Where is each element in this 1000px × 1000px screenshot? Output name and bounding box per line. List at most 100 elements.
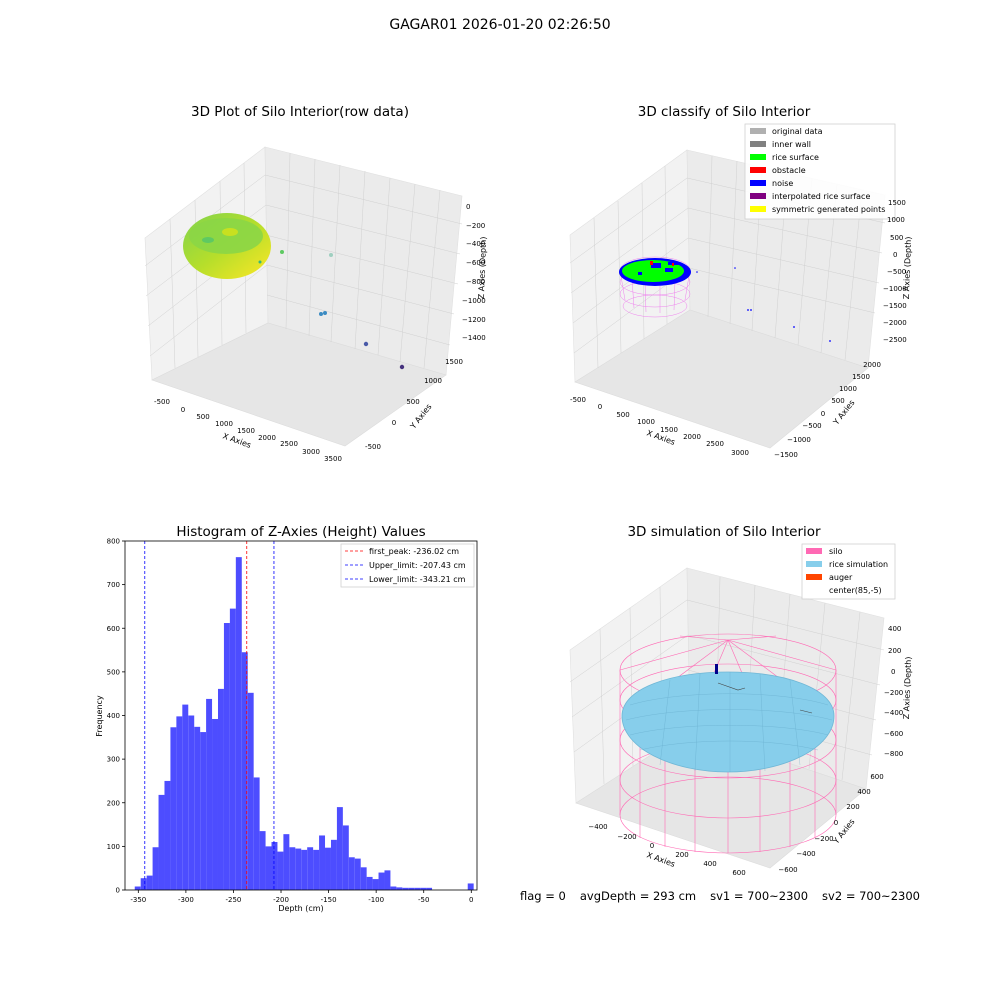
panel-histogram: Histogram of Z-Axies (Height) Values -35… xyxy=(95,524,478,913)
legend-label: Upper_limit: -207.43 cm xyxy=(369,561,466,570)
legend-swatch xyxy=(806,561,822,567)
panel2-ztick: −1500 xyxy=(883,302,907,310)
panel2-ytick: −500 xyxy=(802,422,821,430)
panel2-ztick: −2500 xyxy=(883,336,907,344)
panel4-ytick: −600 xyxy=(778,866,797,874)
panel1-xtick: -500 xyxy=(154,398,170,406)
legend-label: original data xyxy=(772,127,823,136)
panel2-ytick: 1000 xyxy=(839,385,857,393)
panel1-ztick: −800 xyxy=(466,278,485,286)
panel4-ztick: −600 xyxy=(884,730,903,738)
panel1-xtick: 3500 xyxy=(324,455,342,463)
legend-label: obstacle xyxy=(772,166,806,175)
histogram-bar xyxy=(414,887,421,890)
histogram-bar xyxy=(212,718,218,890)
panel2-ytick: 2000 xyxy=(863,361,881,369)
panel4-ytick: −200 xyxy=(814,835,833,843)
panel1-ztick: −200 xyxy=(466,222,485,230)
histogram-bar xyxy=(313,849,320,890)
panel2-ztick: 500 xyxy=(890,234,903,242)
legend-label: rice simulation xyxy=(829,560,888,569)
panel1-xtick: 1500 xyxy=(237,427,255,435)
panel1-ytick: 0 xyxy=(392,419,396,427)
panel2-ytick: −1500 xyxy=(774,451,798,459)
panel1-ztick: −600 xyxy=(466,259,485,267)
panel4-ztick: −200 xyxy=(884,689,903,697)
legend-swatch xyxy=(750,141,766,147)
panel1-ytick: 1000 xyxy=(424,377,442,385)
y-tick-label: 300 xyxy=(107,756,120,764)
panel3-title: Histogram of Z-Axies (Height) Values xyxy=(176,524,425,540)
histogram-bar xyxy=(384,870,391,890)
histogram-bars xyxy=(134,557,474,890)
panel4-ztick: −400 xyxy=(884,709,903,717)
panel4-xtick: −400 xyxy=(588,823,607,831)
histogram-bar xyxy=(283,834,290,890)
panel2-ticks: -500 0 500 1000 1500 2000 2500 3000 −150… xyxy=(570,199,907,459)
histogram-bar xyxy=(336,807,343,890)
avg-depth-text: avgDepth = 293 cm xyxy=(579,889,697,903)
panel2-ytick: −1000 xyxy=(787,436,811,444)
panel2-ztick: −1000 xyxy=(883,285,907,293)
panel4-ticks: −400 −200 0 200 400 600 −600 −400 −200 0… xyxy=(588,625,903,877)
legend-label: interpolated rice surface xyxy=(772,192,870,201)
histogram-bar xyxy=(390,886,397,890)
panel2-xtick: 0 xyxy=(598,403,602,411)
histogram-bar xyxy=(271,842,278,890)
histogram-bar xyxy=(319,835,326,890)
legend-swatch xyxy=(750,193,766,199)
panel2-ztick: −500 xyxy=(887,268,906,276)
panel-simulation-3d: 3D simulation of Silo Interior xyxy=(569,524,913,877)
panel4-rice-mesh xyxy=(625,672,833,772)
panel1-title: 3D Plot of Silo Interior(row data) xyxy=(191,104,409,120)
x-tick-label: -250 xyxy=(226,896,242,904)
panel2-xtick: -500 xyxy=(570,396,586,404)
panel4-xlabel: X Axies xyxy=(645,850,676,869)
y-tick-label: 500 xyxy=(107,668,120,676)
histogram-bar xyxy=(420,887,427,890)
histogram-bar xyxy=(152,847,159,890)
histogram-bar xyxy=(325,847,331,890)
panel1-floor-pane xyxy=(151,322,447,447)
figure-title: GAGAR01 2026-01-20 02:26:50 xyxy=(389,17,611,33)
panel1-xtick: 2500 xyxy=(280,440,298,448)
panel4-ztick: 200 xyxy=(888,647,901,655)
panel4-auger xyxy=(715,664,718,674)
histogram-bar xyxy=(330,839,337,890)
histogram-bar xyxy=(372,879,379,890)
histogram-bar xyxy=(301,849,308,890)
legend-label: symmetric generated points xyxy=(772,205,885,214)
panel4-ztick: 0 xyxy=(891,668,895,676)
panel1-ytick: -500 xyxy=(365,443,381,451)
legend-label: first_peak: -236.02 cm xyxy=(369,547,459,556)
x-tick-label: -50 xyxy=(418,896,429,904)
panel2-xtick: 3000 xyxy=(731,449,749,457)
panel2-title: 3D classify of Silo Interior xyxy=(638,104,811,120)
histogram-bar xyxy=(253,777,260,890)
panel1-xtick: 500 xyxy=(196,413,209,421)
panel1-outlier-points xyxy=(258,250,405,370)
histogram-bar xyxy=(223,623,230,890)
panel-raw-3d: 3D Plot of Silo Interior(row data) xyxy=(144,104,488,463)
histogram-legend: first_peak: -236.02 cm Upper_limit: -207… xyxy=(340,543,475,588)
x-tick-label: -350 xyxy=(130,896,146,904)
sv1-text: sv1 = 700~2300 xyxy=(710,889,809,903)
histogram-reference-lines xyxy=(144,541,275,890)
panel2-xtick: 1500 xyxy=(660,426,678,434)
histogram-bar xyxy=(206,698,213,890)
histogram-bar xyxy=(354,858,361,890)
panel4-xtick: 600 xyxy=(732,869,745,877)
panel1-ztick: −400 xyxy=(466,240,485,248)
legend-label: Lower_limit: -343.21 cm xyxy=(369,575,466,584)
histogram-x-ticks: -350 -300 -250 -200 -150 -100 -50 0 xyxy=(130,890,474,904)
x-tick-label: 0 xyxy=(469,896,473,904)
panel4-zlabel: Z Axies (Depth) xyxy=(902,656,913,719)
panel1-zlabel: Z Axies (Depth) xyxy=(477,236,488,299)
legend-label: noise xyxy=(772,179,793,188)
y-tick-label: 700 xyxy=(107,581,120,589)
y-tick-label: 800 xyxy=(107,538,120,546)
panel4-ytick: 200 xyxy=(846,803,859,811)
panel1-ylabel: Y Axies xyxy=(408,402,434,431)
histogram-bar xyxy=(396,887,403,890)
histogram-bar xyxy=(378,872,385,890)
